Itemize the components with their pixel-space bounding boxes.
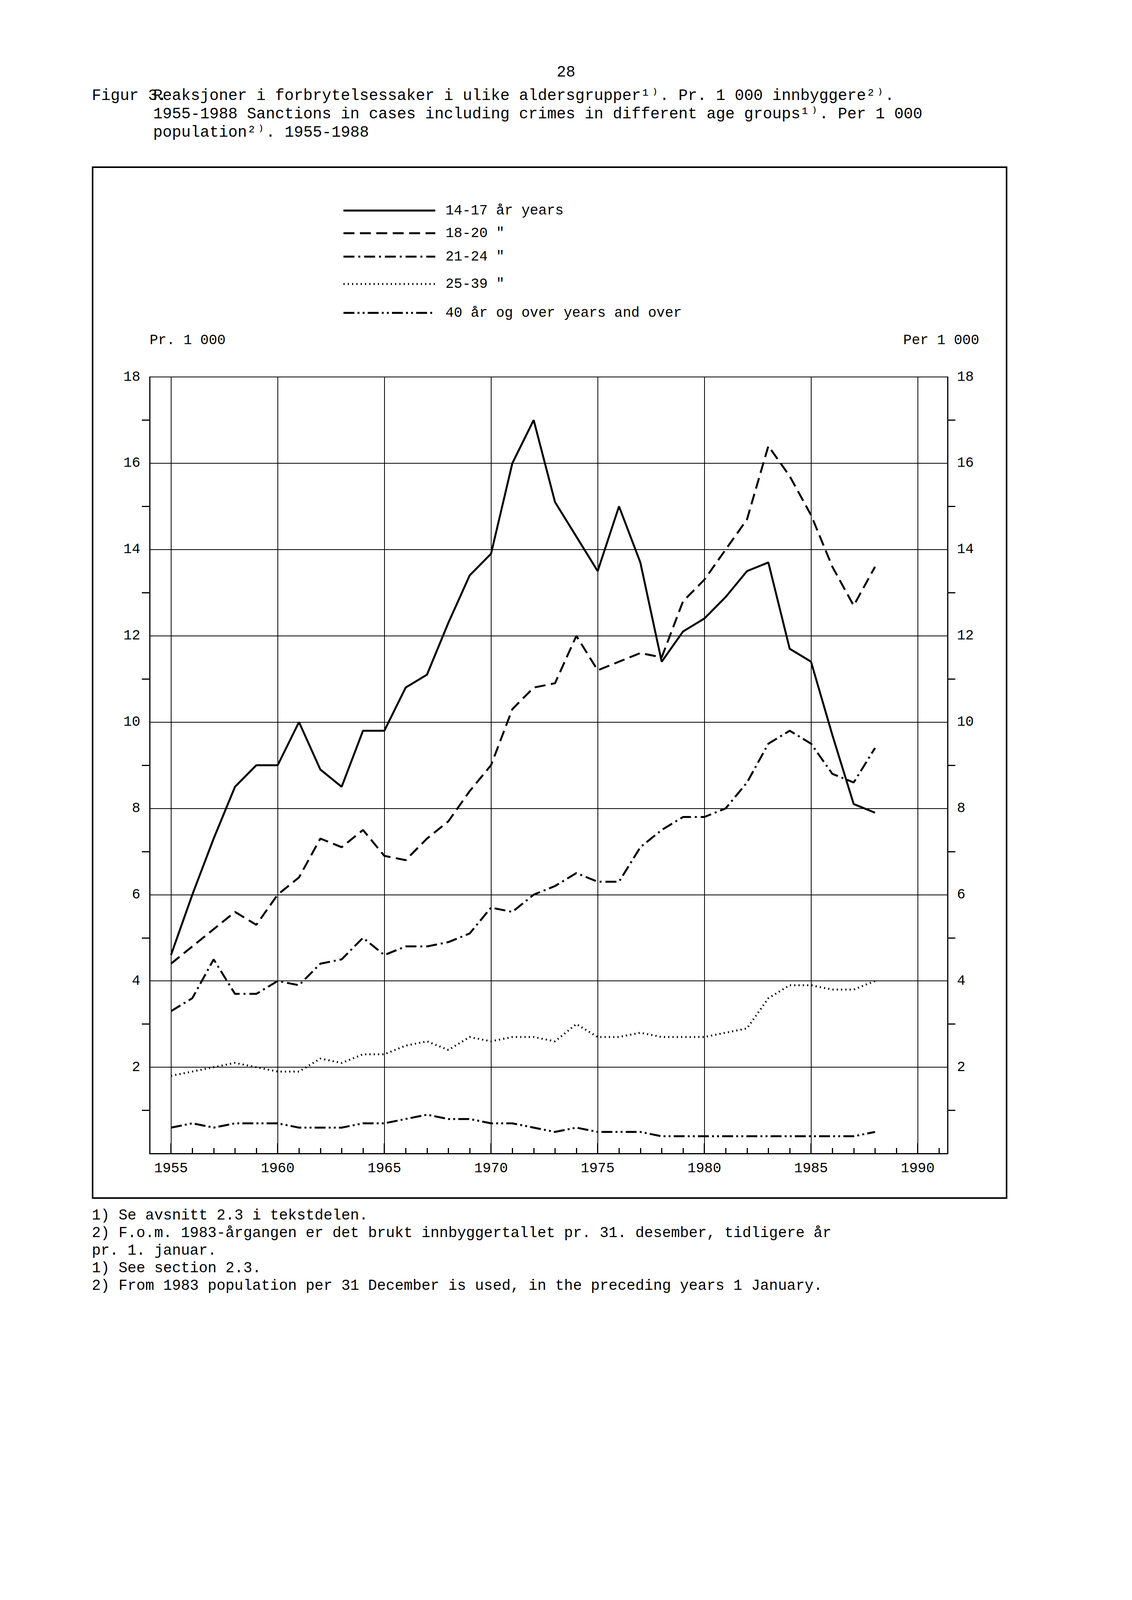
- svg-text:40 år og over years and over: 40 år og over years and over: [445, 305, 682, 322]
- svg-text:18-20 ": 18-20 ": [445, 225, 505, 242]
- svg-text:1970: 1970: [473, 1160, 508, 1177]
- svg-text:10: 10: [123, 714, 141, 731]
- html-text:population²⁾. 1955-1988: population²⁾. 1955-1988: [153, 123, 369, 142]
- svg-text:10: 10: [956, 714, 974, 731]
- svg-text:21-24 ": 21-24 ": [445, 248, 505, 265]
- svg-text:4: 4: [131, 973, 141, 990]
- svg-text:8: 8: [131, 800, 141, 817]
- svg-text:12: 12: [956, 627, 974, 644]
- svg-text:12: 12: [123, 627, 141, 644]
- svg-text:Per 1 000: Per 1 000: [903, 332, 980, 349]
- html-text:pr. 1. januar.: pr. 1. januar.: [91, 1242, 217, 1260]
- svg-text:14-17 år years: 14-17 år years: [445, 202, 564, 219]
- html-text:2) F.o.m. 1983-årgangen er det: 2) F.o.m. 1983-årgangen er det brukt inn…: [91, 1224, 832, 1242]
- svg-text:1955: 1955: [153, 1160, 188, 1177]
- svg-text:6: 6: [956, 887, 966, 904]
- svg-text:1990: 1990: [900, 1160, 935, 1177]
- html-text:1) See section 2.3.: 1) See section 2.3.: [91, 1260, 262, 1277]
- svg-text:1975: 1975: [580, 1160, 615, 1177]
- svg-text:8: 8: [956, 800, 966, 817]
- svg-text:18: 18: [123, 369, 141, 386]
- svg-text:14: 14: [123, 541, 141, 558]
- html-text:Figur 3.: Figur 3.: [91, 87, 167, 105]
- html-text:2) From 1983 population per 31: 2) From 1983 population per 31 December …: [91, 1277, 823, 1295]
- svg-text:2: 2: [131, 1059, 141, 1076]
- html-text:1955-1988 Sanctions in cases i: 1955-1988 Sanctions in cases including c…: [153, 105, 923, 124]
- svg-text:1985: 1985: [794, 1160, 828, 1177]
- svg-text:16: 16: [956, 455, 974, 472]
- svg-text:14: 14: [956, 541, 974, 558]
- html-text:Reaksjoner i forbrytelsessaker: Reaksjoner i forbrytelsessaker i ulike a…: [153, 87, 895, 105]
- html-text:28: 28: [556, 63, 576, 82]
- svg-text:1980: 1980: [687, 1160, 721, 1177]
- svg-text:1965: 1965: [367, 1160, 401, 1177]
- svg-text:18: 18: [956, 369, 974, 386]
- svg-text:6: 6: [131, 887, 141, 904]
- html-text:1) Se avsnitt 2.3 i tekstdelen: 1) Se avsnitt 2.3 i tekstdelen.: [91, 1207, 369, 1225]
- svg-text:4: 4: [956, 973, 966, 990]
- svg-text:Pr. 1 000: Pr. 1 000: [149, 332, 226, 349]
- svg-text:2: 2: [956, 1059, 966, 1076]
- svg-text:1960: 1960: [260, 1160, 295, 1177]
- svg-text:16: 16: [123, 455, 141, 472]
- svg-text:25-39 ": 25-39 ": [445, 276, 505, 293]
